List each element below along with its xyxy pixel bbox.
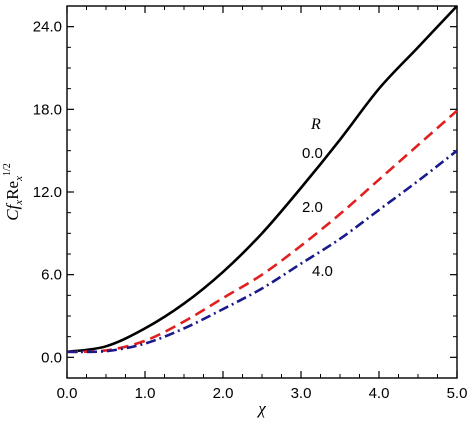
curve-label-r0: 0.0 [302, 145, 323, 162]
legend-title: R [310, 116, 321, 133]
plot-area [66, 5, 458, 379]
x-axis-title: χ [256, 399, 266, 418]
svg-text:CfxRex1/2: CfxRex1/2 [2, 163, 25, 221]
y-tick-label: 0.0 [41, 349, 62, 366]
y-tick-label: 18.0 [33, 101, 62, 118]
y-tick-label: 12.0 [33, 184, 62, 201]
x-tick-label: 2.0 [213, 385, 234, 402]
series-line-r0-0 [66, 5, 458, 354]
y-tick-label: 24.0 [33, 19, 62, 36]
series-line-r2-0 [66, 109, 458, 354]
x-tick-label: 5.0 [447, 385, 468, 402]
series-line-r4-0 [66, 149, 458, 354]
y-tick-label: 6.0 [41, 267, 62, 284]
series-group [66, 5, 458, 354]
x-tick-label: 0.0 [57, 385, 78, 402]
x-tick-label: 3.0 [291, 385, 312, 402]
y-axis-title: CfxRex1/2 [2, 163, 25, 221]
curve-label-r4: 4.0 [312, 263, 333, 280]
x-tick-label: 1.0 [135, 385, 156, 402]
curve-label-r2: 2.0 [302, 199, 323, 216]
x-tick-label: 4.0 [369, 385, 390, 402]
tick-group: 0.0 1.0 2.0 3.0 4.0 5.0 0.0 6.0 12.0 18.0 24.0 [33, 5, 468, 402]
